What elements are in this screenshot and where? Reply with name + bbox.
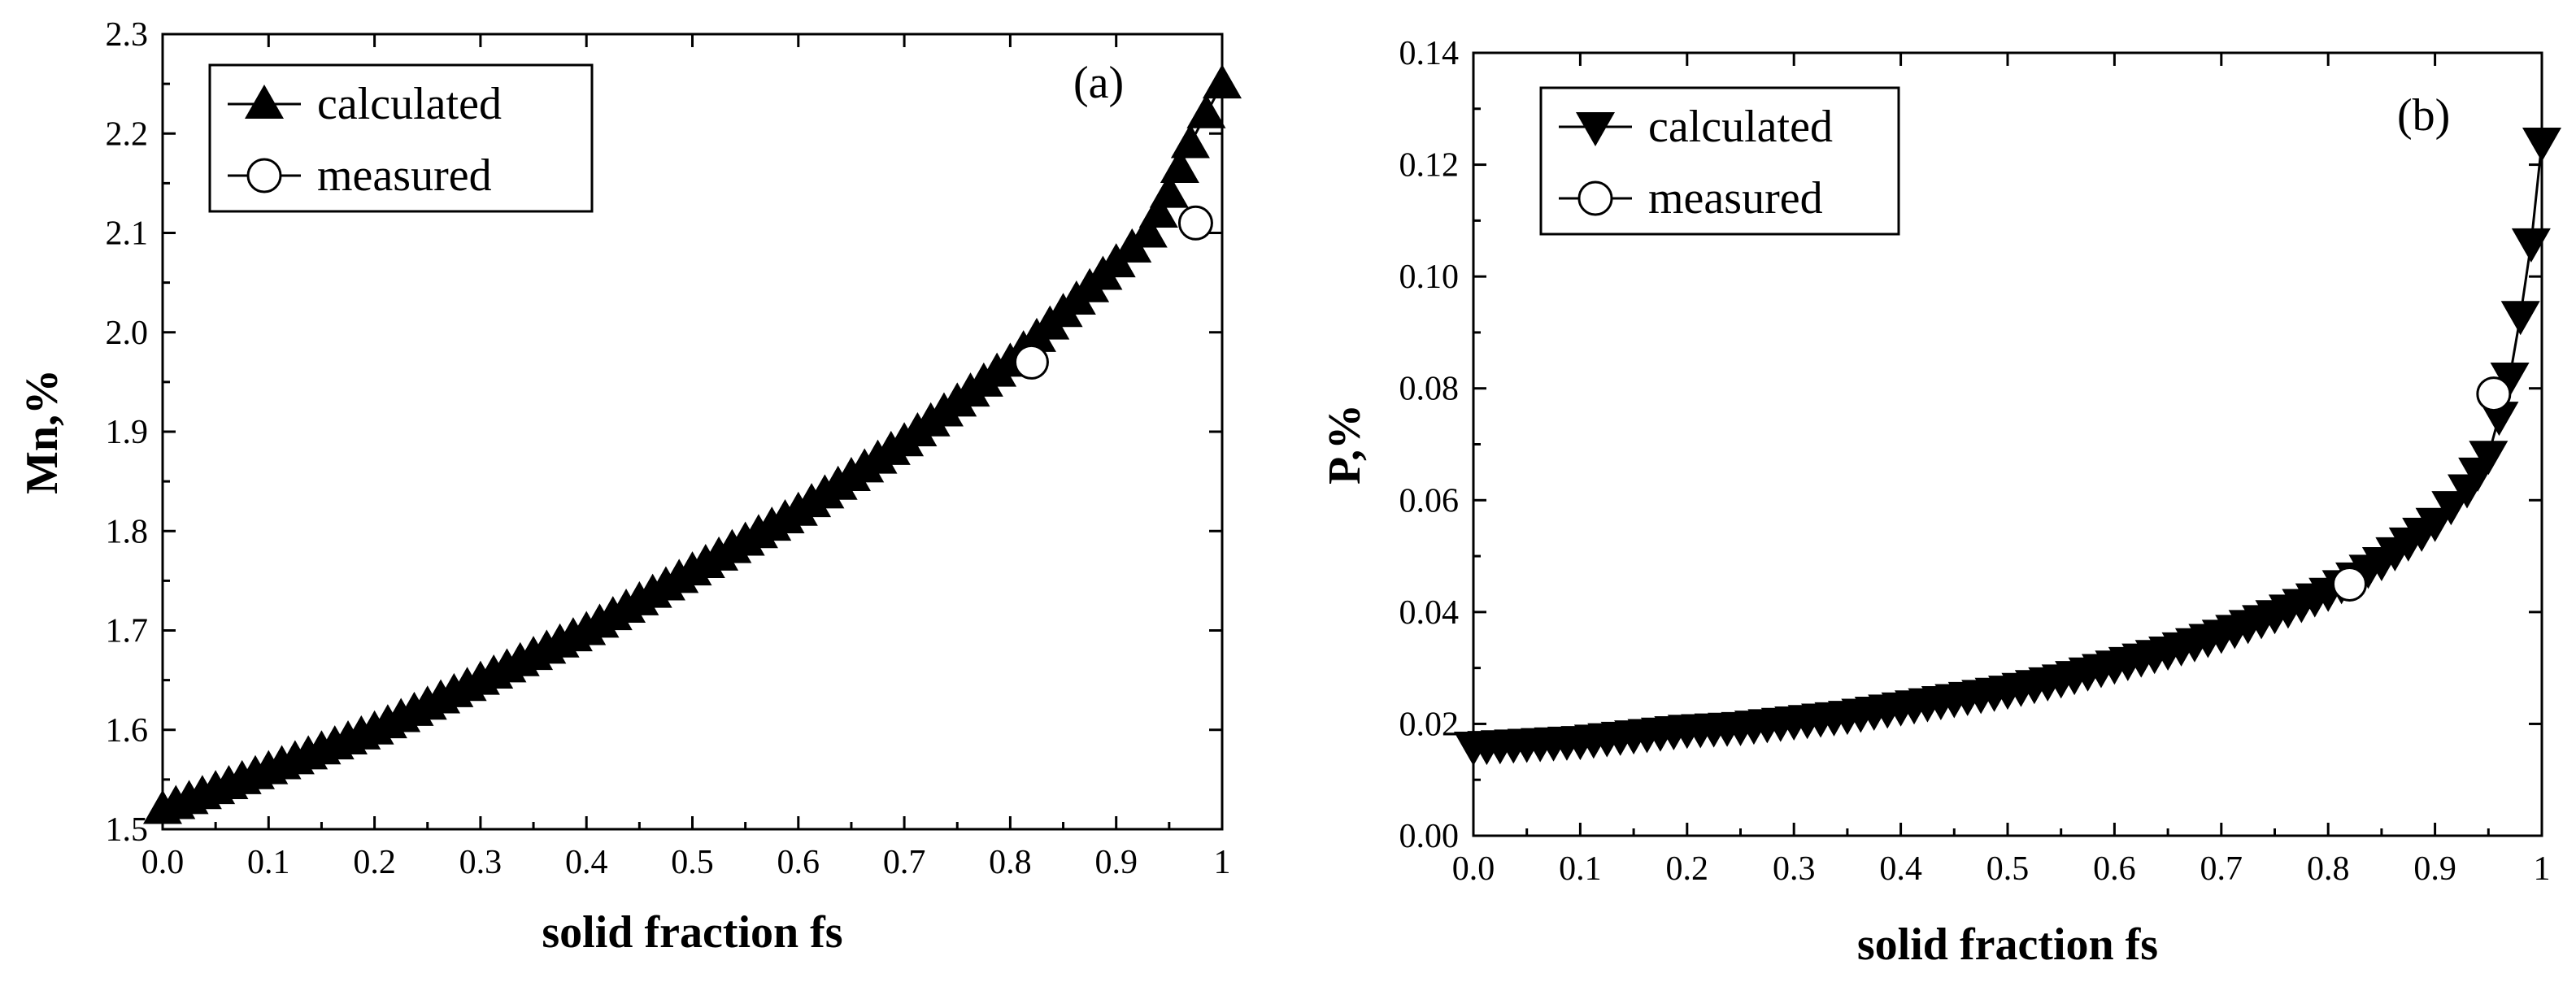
legend: calculated measured [208,63,594,213]
x-tick-label: 0.2 [353,844,396,881]
series-measured [2331,376,2512,602]
x-tick-label: 0.2 [1666,850,1709,888]
x-tick-label: 1 [1214,844,1231,881]
point-calculated [1128,213,1168,248]
point-measured [1013,344,1049,380]
chart-panel-a: 0.0 0.1 0.2 0.3 0.4 0.5 0.6 0.7 0.8 0.9 1 1.5 1.6 1.7… [17,16,1242,958]
point-measured [2476,376,2512,412]
x-tick-label: 0.6 [2093,850,2136,888]
y-axis-title: Mn,% [17,369,67,494]
y-tick-label: 2.1 [106,215,149,253]
x-tick-label: 0.6 [777,844,820,881]
y-tick-label: 0.00 [1399,818,1460,855]
x-tick-label: 0.1 [1559,850,1602,888]
legend: calculated measured [1539,86,1900,236]
y-tick-label: 1.6 [106,712,149,750]
y-tick-label: 1.5 [106,811,149,849]
legend-marker-measured [1577,180,1613,216]
x-tick-label: 0.4 [1879,850,1922,888]
point-measured [1177,205,1213,241]
chart-panel-b: 0.0 0.1 0.2 0.3 0.4 0.5 0.6 0.7 0.8 0.9 1 0.00 0.02 0… [1320,35,2561,970]
x-tick-label: 0.9 [1094,844,1138,881]
legend-marker-calculated [245,85,284,119]
legend-label: measured [1648,173,1823,224]
y-tick-label: 0.12 [1399,147,1460,185]
y-tick-label: 1.7 [106,613,149,650]
point-calculated [2431,491,2471,526]
legend-label: calculated [317,79,502,129]
x-tick-label: 0.9 [2413,850,2456,888]
point-calculated [2511,228,2551,263]
point-calculated [1138,193,1178,228]
x-tick-label: 0.7 [2200,850,2243,888]
x-tick-label: 0.3 [1773,850,1816,888]
x-tick-label: 0.5 [671,844,714,881]
x-tick-label: 0.5 [1986,850,2030,888]
y-tick-label: 2.3 [106,16,149,54]
series-calculated [1454,128,2561,766]
panel-label: (a) [1073,58,1124,108]
y-tick-label: 2.2 [106,115,149,153]
y-tick-label: 0.14 [1399,35,1460,72]
point-calculated [2500,301,2540,336]
point-calculated [2490,362,2530,397]
legend-label: calculated [1648,102,1833,152]
point-measured [2331,566,2367,602]
y-tick-label: 0.04 [1399,594,1460,632]
x-tick-label: 0.0 [1452,850,1495,888]
x-tick-label: 0.8 [989,844,1032,881]
point-calculated [2415,507,2455,542]
legend-label: measured [317,150,492,201]
series-calculated [143,64,1242,824]
y-tick-label: 0.06 [1399,482,1460,519]
point-calculated [1203,64,1242,99]
point-calculated [2469,441,2509,476]
x-axis-title: solid fraction fs [1857,919,2158,970]
x-tick-label: 0.1 [247,844,290,881]
series-measured [1013,205,1213,380]
y-tick-label: 0.02 [1399,706,1460,743]
y-tick-label: 0.10 [1399,259,1460,296]
point-calculated [1170,124,1210,159]
point-calculated [1149,173,1189,208]
legend-marker-calculated [1576,112,1615,146]
y-tick-label: 0.08 [1399,371,1460,408]
y-tick-label: 1.8 [106,513,149,550]
x-tick-label: 0.4 [565,844,608,881]
point-calculated [1186,93,1226,128]
y-tick-label: 1.9 [106,414,149,451]
x-tick-label: 1 [2534,850,2551,888]
x-tick-label: 0.3 [459,844,503,881]
y-axis-title: P,% [1320,404,1370,485]
x-tick-label: 0.7 [883,844,926,881]
panel-label: (b) [2397,90,2450,141]
y-tick-label: 2.0 [106,315,149,352]
x-tick-label: 0.0 [141,844,185,881]
x-tick-label: 0.8 [2307,850,2350,888]
x-axis-title: solid fraction fs [542,907,842,958]
point-calculated [2522,128,2561,163]
point-calculated [1160,149,1199,184]
legend-marker-measured [246,158,282,193]
